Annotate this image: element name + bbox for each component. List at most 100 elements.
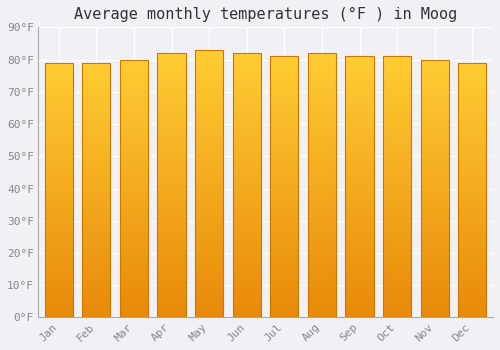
Bar — [158, 177, 186, 180]
Bar — [383, 88, 412, 90]
Bar — [82, 295, 110, 297]
Bar — [420, 127, 449, 129]
Bar — [308, 315, 336, 317]
Bar — [195, 144, 224, 146]
Bar — [383, 273, 412, 276]
Bar — [195, 210, 224, 213]
Bar — [420, 183, 449, 186]
Bar — [44, 91, 73, 93]
Bar — [195, 122, 224, 125]
Bar — [82, 241, 110, 244]
Bar — [195, 63, 224, 66]
Bar — [195, 275, 224, 277]
Bar — [158, 119, 186, 122]
Bar — [120, 279, 148, 281]
Bar — [232, 108, 261, 111]
Bar — [120, 274, 148, 276]
Bar — [420, 227, 449, 230]
Bar — [270, 200, 298, 203]
Bar — [195, 259, 224, 261]
Bar — [44, 108, 73, 111]
Bar — [346, 296, 374, 299]
Bar — [420, 281, 449, 284]
Bar — [44, 147, 73, 149]
Bar — [270, 255, 298, 258]
Bar — [308, 119, 336, 122]
Bar — [458, 134, 486, 136]
Bar — [270, 121, 298, 124]
Bar — [346, 250, 374, 252]
Bar — [195, 296, 224, 299]
Bar — [308, 125, 336, 127]
Bar — [270, 216, 298, 218]
Bar — [120, 284, 148, 287]
Bar — [232, 66, 261, 69]
Bar — [44, 63, 73, 65]
Bar — [458, 310, 486, 313]
Bar — [195, 301, 224, 304]
Bar — [195, 79, 224, 82]
Bar — [308, 278, 336, 280]
Bar — [346, 184, 374, 187]
Bar — [308, 220, 336, 222]
Bar — [270, 117, 298, 119]
Bar — [383, 276, 412, 278]
Bar — [44, 221, 73, 223]
Bar — [158, 88, 186, 90]
Bar — [44, 88, 73, 91]
Bar — [270, 195, 298, 197]
Bar — [383, 119, 412, 121]
Bar — [82, 73, 110, 76]
Bar — [195, 315, 224, 317]
Bar — [120, 209, 148, 212]
Bar — [120, 129, 148, 132]
Bar — [346, 302, 374, 304]
Bar — [308, 167, 336, 169]
Title: Average monthly temperatures (°F ) in Moog: Average monthly temperatures (°F ) in Mo… — [74, 7, 457, 22]
Bar — [82, 218, 110, 221]
Bar — [270, 124, 298, 127]
Bar — [44, 63, 73, 317]
Bar — [120, 145, 148, 147]
Bar — [82, 223, 110, 226]
Bar — [383, 271, 412, 273]
Bar — [420, 214, 449, 217]
Bar — [383, 80, 412, 83]
Bar — [308, 267, 336, 270]
Bar — [458, 193, 486, 195]
Bar — [308, 122, 336, 125]
Bar — [420, 294, 449, 297]
Bar — [232, 244, 261, 246]
Bar — [270, 96, 298, 98]
Bar — [420, 225, 449, 227]
Bar — [232, 77, 261, 79]
Bar — [420, 232, 449, 235]
Bar — [232, 58, 261, 61]
Bar — [458, 216, 486, 218]
Bar — [195, 293, 224, 296]
Bar — [44, 310, 73, 313]
Bar — [270, 130, 298, 132]
Bar — [420, 245, 449, 248]
Bar — [232, 273, 261, 275]
Bar — [383, 281, 412, 284]
Bar — [420, 121, 449, 124]
Bar — [82, 78, 110, 80]
Bar — [270, 127, 298, 130]
Bar — [44, 134, 73, 136]
Bar — [195, 52, 224, 55]
Bar — [195, 114, 224, 117]
Bar — [420, 219, 449, 222]
Bar — [346, 108, 374, 111]
Bar — [195, 133, 224, 135]
Bar — [270, 292, 298, 294]
Bar — [308, 191, 336, 193]
Bar — [308, 217, 336, 220]
Bar — [383, 163, 412, 166]
Bar — [308, 56, 336, 58]
Bar — [82, 185, 110, 188]
Bar — [420, 80, 449, 83]
Bar — [458, 315, 486, 317]
Bar — [270, 250, 298, 252]
Bar — [82, 277, 110, 279]
